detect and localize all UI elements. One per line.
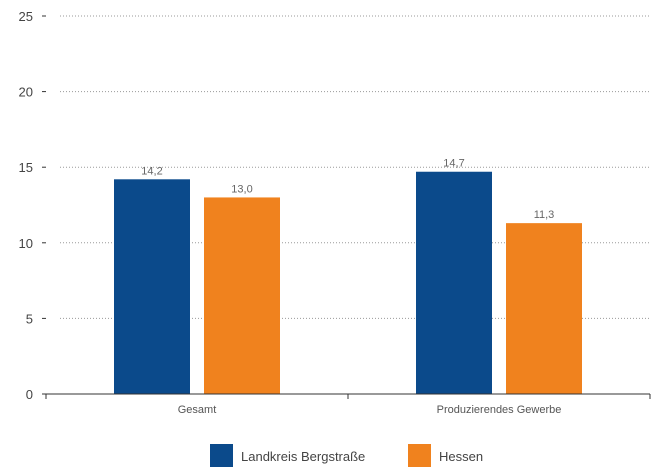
legend-swatch xyxy=(210,444,233,467)
y-tick-label: 20 xyxy=(19,85,33,100)
x-tick-label: Produzierendes Gewerbe xyxy=(437,404,562,416)
bar xyxy=(506,223,582,394)
data-label: 14,2 xyxy=(141,165,162,177)
x-axis xyxy=(42,393,651,399)
y-axis-ticks: 0 5 10 15 20 25 xyxy=(19,9,46,402)
legend: Landkreis Bergstraße Hessen xyxy=(210,444,483,467)
category-labels: Gesamt Produzierendes Gewerbe xyxy=(178,404,562,416)
legend-label: Hessen xyxy=(439,449,483,464)
gridlines xyxy=(60,15,650,319)
bars xyxy=(114,171,582,394)
y-tick-label: 25 xyxy=(19,9,33,24)
x-tick-label: Gesamt xyxy=(178,404,217,416)
data-label: 13,0 xyxy=(231,183,252,195)
data-label: 11,3 xyxy=(534,209,555,221)
legend-swatch xyxy=(408,444,431,467)
y-tick-label: 10 xyxy=(19,236,33,251)
bar xyxy=(416,171,492,394)
y-tick-label: 15 xyxy=(19,160,33,175)
data-label: 14,7 xyxy=(443,158,464,170)
y-tick-label: 5 xyxy=(26,311,33,326)
y-tick-label: 0 xyxy=(26,387,33,402)
bar xyxy=(114,179,190,394)
bar xyxy=(204,197,280,394)
legend-label: Landkreis Bergstraße xyxy=(241,449,365,464)
data-labels: 14,2 13,0 14,7 11,3 xyxy=(141,158,554,221)
